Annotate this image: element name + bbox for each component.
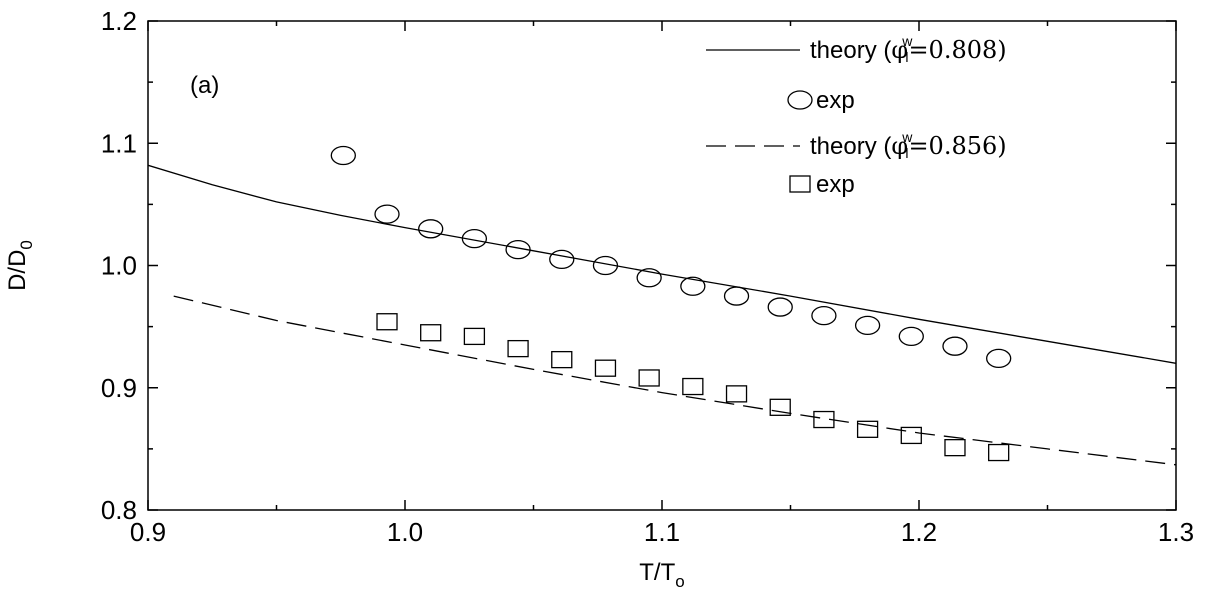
circle-point: [374, 204, 400, 224]
y-axis-title: D/D0: [4, 240, 36, 291]
circle-point: [767, 297, 793, 317]
legend: theory (φw l=0.808) exp theory (φw l=0.856) e…: [706, 33, 1007, 198]
x-axis-title: T/To: [639, 559, 684, 591]
square-point: [856, 420, 879, 438]
square-point: [638, 369, 660, 387]
circle-point: [330, 145, 356, 166]
x-tick-label: 1.0: [387, 517, 423, 547]
square-point: [420, 324, 442, 342]
x-tick-label: 1.3: [1158, 517, 1194, 547]
circle-point: [898, 326, 924, 347]
circle-point: [461, 228, 488, 249]
square-point: [725, 385, 748, 403]
y-tick-label: 1.2: [101, 6, 137, 36]
circle-point: [680, 276, 706, 296]
y-tick-label: 1.0: [101, 251, 137, 281]
circle-point: [505, 239, 531, 260]
plot-area: [148, 145, 1176, 466]
x-tick-label: 1.1: [644, 517, 680, 547]
square-point: [769, 398, 791, 416]
legend-label-2: exp: [816, 87, 855, 114]
square-point: [813, 410, 835, 429]
circle-point: [811, 305, 837, 326]
y-tick-label: 1.1: [101, 128, 137, 158]
y-tick-label: 0.8: [101, 495, 137, 525]
legend-label-1: theory (φw l=0.808): [810, 33, 1007, 65]
circle-point: [723, 286, 750, 306]
square-point: [507, 339, 529, 358]
x-tick-label: 0.9: [130, 517, 166, 547]
square-point: [463, 327, 486, 346]
circle-point: [549, 249, 575, 270]
circle-point: [942, 336, 968, 356]
legend-label-3: theory (φw l=0.856): [810, 129, 1007, 161]
x-tick-label: 1.2: [901, 517, 937, 547]
square-point: [376, 313, 398, 331]
square-point: [594, 359, 617, 377]
legend-circle-marker: [787, 90, 813, 110]
circle-point: [986, 348, 1012, 369]
panel-label: (a): [190, 72, 219, 99]
plot-frame: [147, 20, 1177, 511]
circle-point: [854, 315, 881, 336]
axes: 0.9 1.0 1.1 1.2 1.30.80.91.01.11.2T/ToD/D0: [4, 6, 1194, 591]
legend-square-marker: [789, 175, 811, 193]
series-line-1: [148, 164, 1176, 364]
square-point: [551, 350, 573, 369]
square-point: [682, 377, 704, 396]
y-tick-label: 0.9: [101, 373, 137, 403]
circle-point: [592, 255, 619, 276]
circle-point: [418, 219, 444, 239]
circle-point: [636, 268, 662, 288]
legend-label-4: exp: [816, 171, 855, 198]
square-point: [988, 443, 1010, 462]
series-line-3: [173, 295, 1176, 466]
square-point: [900, 426, 922, 445]
square-point: [944, 439, 966, 457]
